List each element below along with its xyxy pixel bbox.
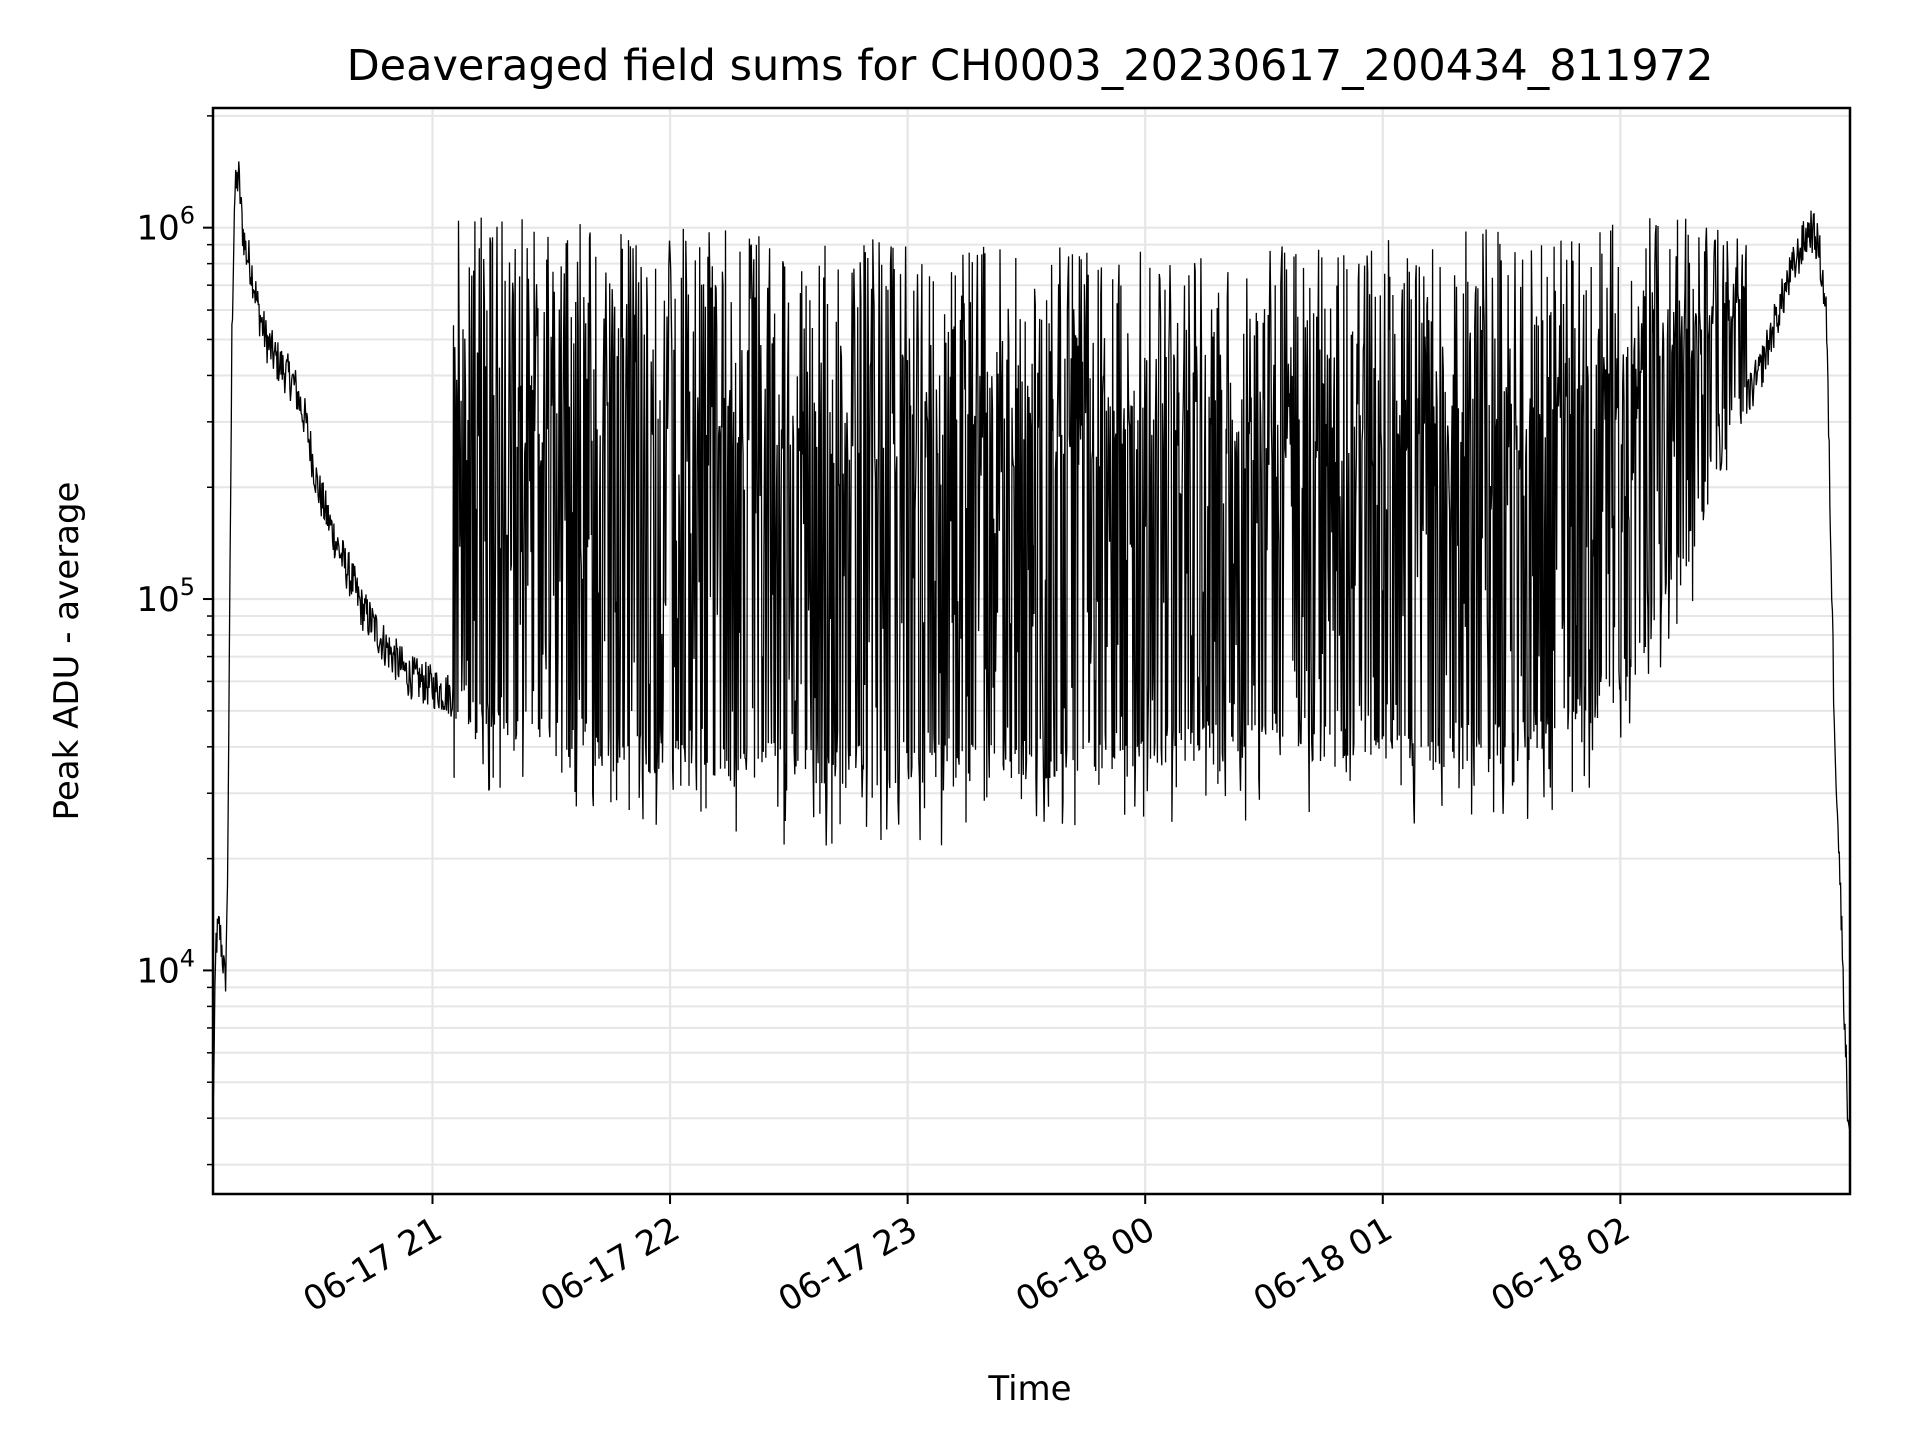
x-axis-title: Time	[987, 1369, 1071, 1409]
y-axis-title: Peak ADU - average	[47, 482, 87, 821]
chart-title: Deaveraged field sums for CH0003_2023061…	[347, 41, 1714, 91]
plot-frame	[211, 106, 1852, 1196]
y-tick-label: 104	[136, 944, 195, 991]
y-tick-label: 105	[136, 573, 195, 620]
y-axis-ticks: 104 105 106	[136, 115, 213, 1166]
series-line	[212, 161, 1851, 1130]
y-tick-label: 106	[136, 202, 195, 249]
series-layer	[212, 161, 1851, 1130]
